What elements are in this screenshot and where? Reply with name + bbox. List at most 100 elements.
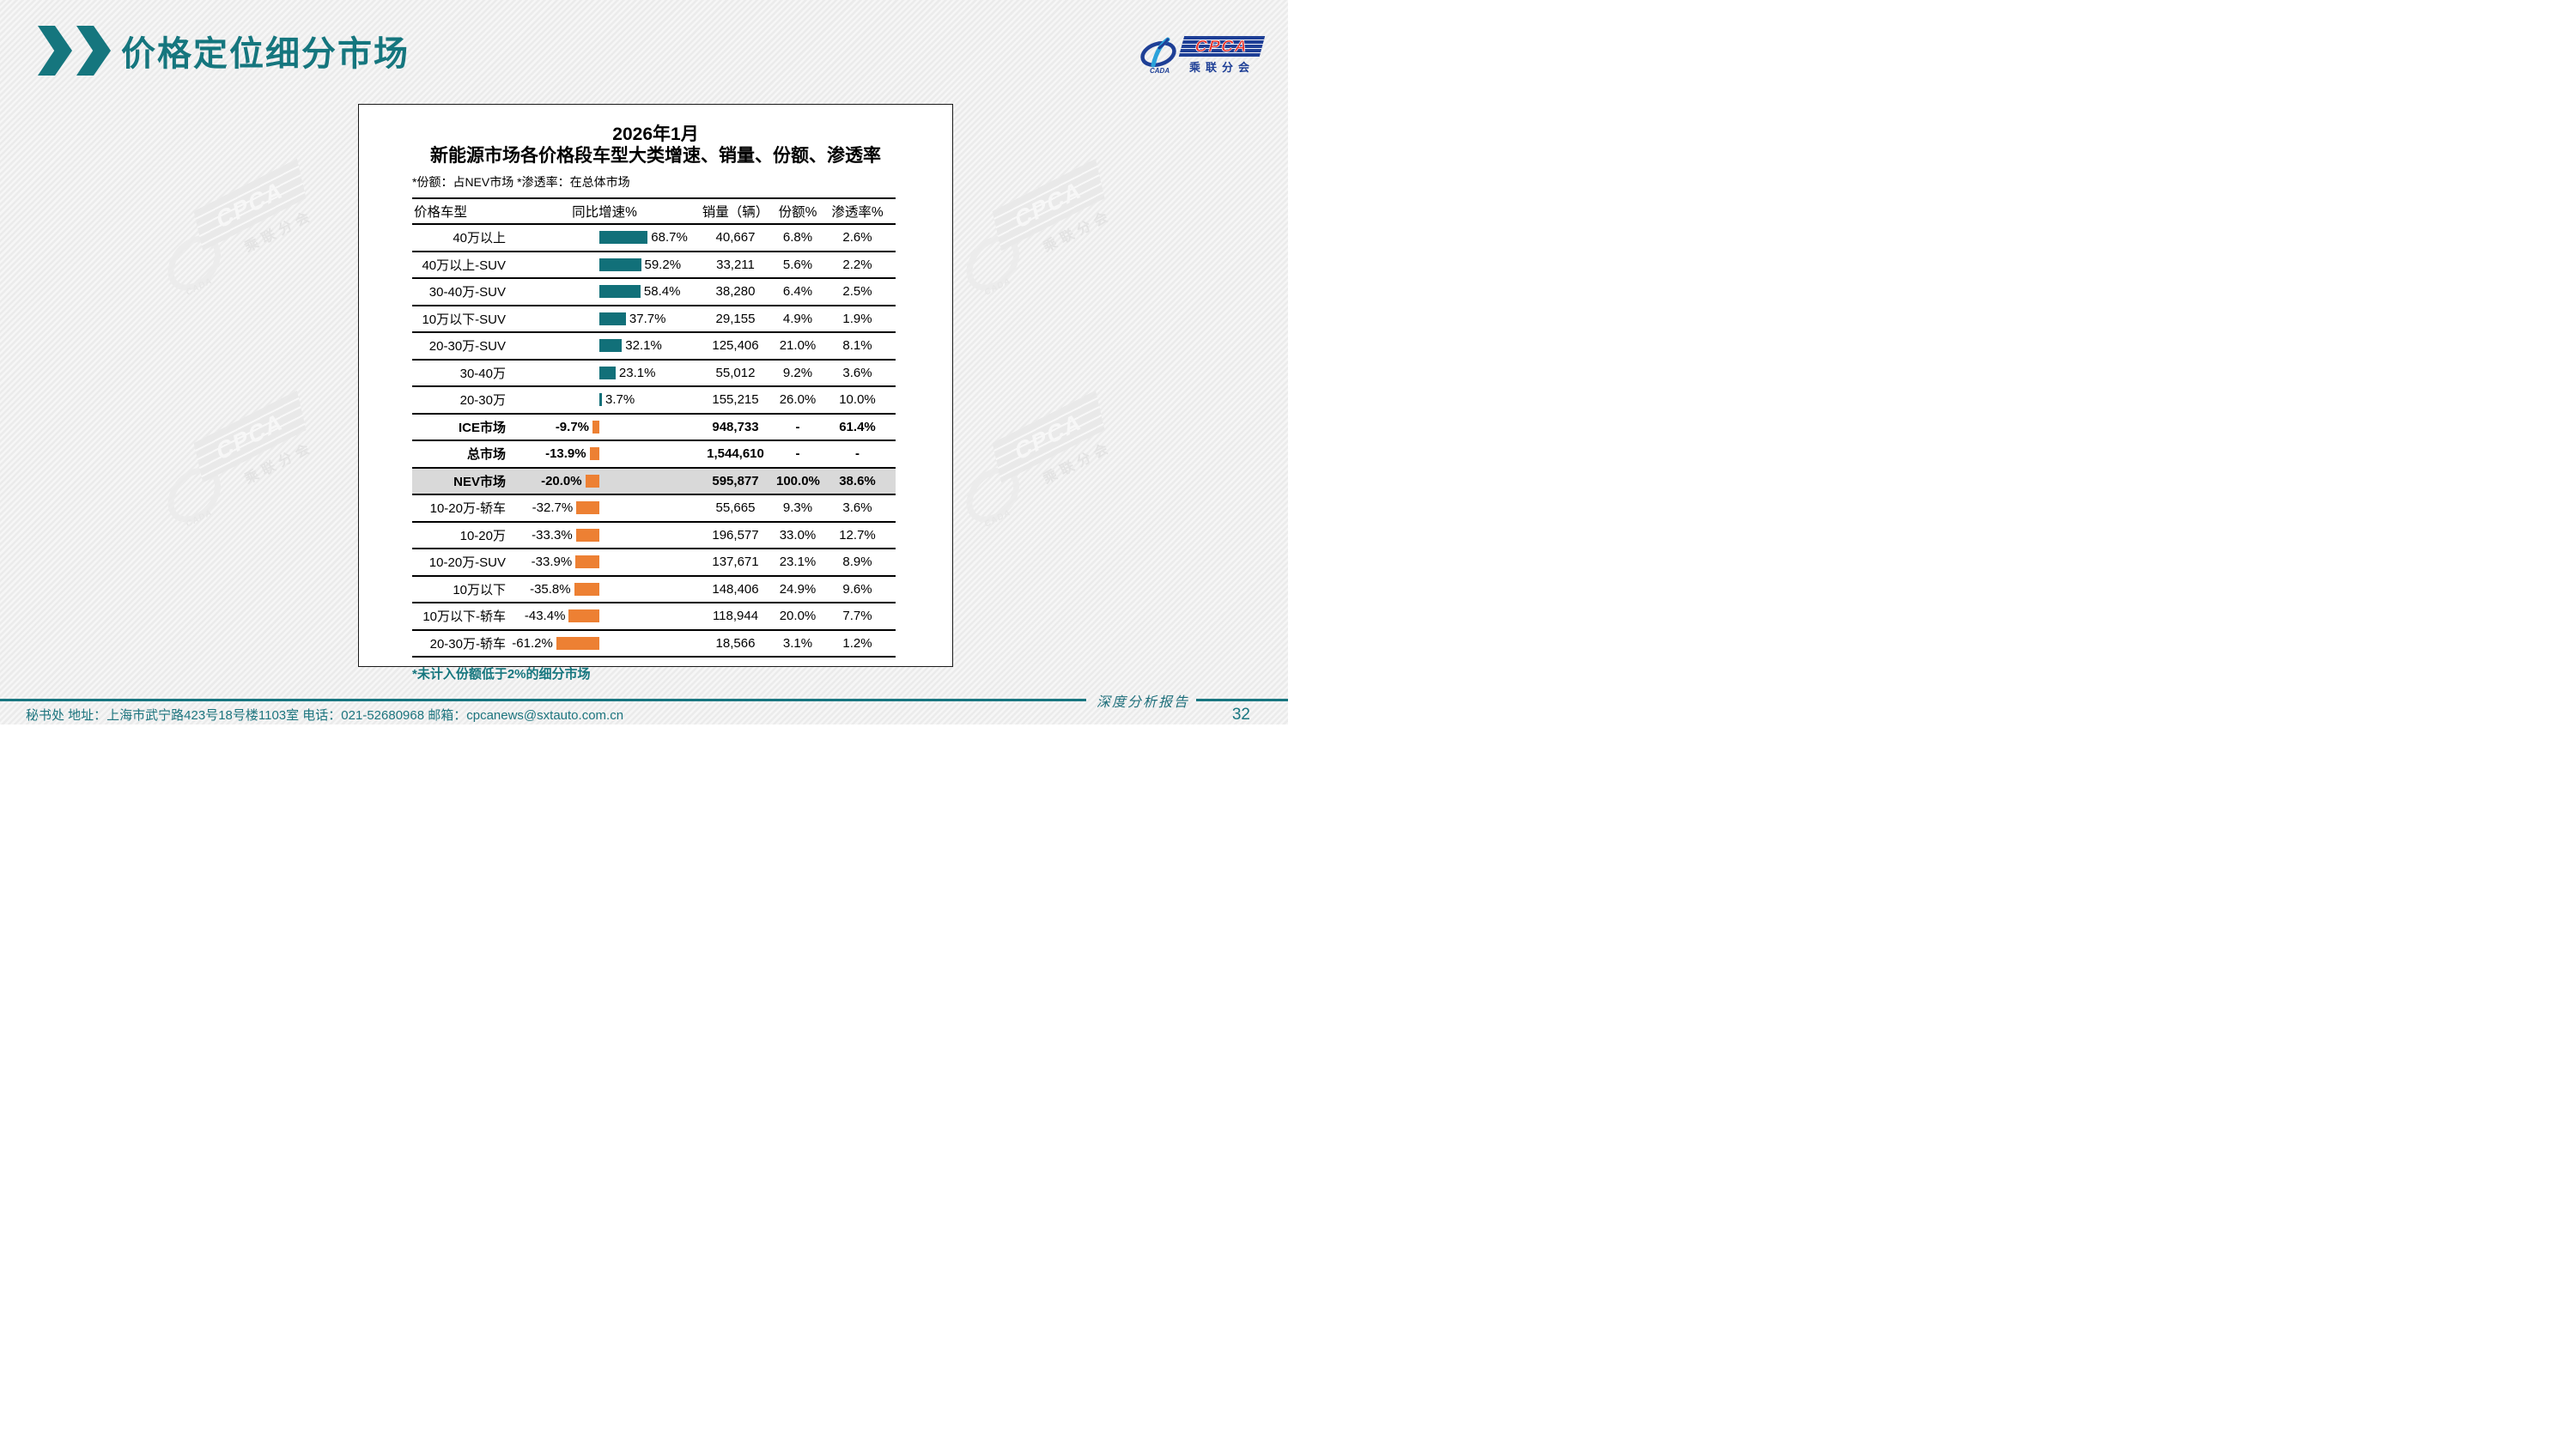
chevron-icon (38, 26, 72, 76)
category-cell: 20-30万-轿车 (429, 636, 506, 652)
table-row: 10-20万-SUV -33.9% 137,671 23.1% 8.9% (412, 548, 896, 575)
penetration-cell: 8.1% (842, 338, 872, 354)
sales-cell: 40,667 (715, 230, 756, 246)
share-cell: 5.6% (782, 257, 813, 272)
page-number: 32 (1231, 706, 1250, 724)
table-row: 总市场 -13.9% 1,544,610 - - (412, 440, 896, 467)
watermark-cada-label: CADA (184, 507, 215, 530)
table-row: 20-30万 3.7% 155,215 26.0% 10.0% (412, 385, 896, 413)
watermark-box: CPCA (992, 390, 1105, 483)
penetration-cell: 10.0% (839, 392, 876, 408)
growth-label: -9.7% (555, 419, 589, 434)
growth-bar (599, 231, 648, 245)
logo-cada-label: CADA (1150, 67, 1170, 75)
footer-report-label: 深度分析报告 (1096, 694, 1189, 710)
page-title: 价格定位细分市场 (121, 35, 410, 73)
cpca-swoosh-icon: CADA (1140, 37, 1176, 75)
penetration-cell: 9.6% (842, 581, 872, 597)
share-cell: 26.0% (779, 392, 817, 408)
category-cell: 20-30万 (459, 393, 506, 409)
share-cell: 24.9% (779, 581, 817, 597)
table-body: 40万以上 68.7% 40,667 6.8% 2.6% 40万以上-SUV 5… (412, 223, 896, 656)
growth-label: 58.4% (643, 284, 681, 300)
growth-cell: 23.1% (514, 366, 695, 380)
share-cell: 33.0% (779, 527, 817, 543)
penetration-cell: 38.6% (839, 473, 876, 488)
slide: 价格定位细分市场 CADA CPCA 乘联分会 CPCA 乘联分会 CADA C… (0, 0, 1288, 724)
penetration-cell: - (855, 446, 860, 462)
table-row: 40万以上-SUV 59.2% 33,211 5.6% 2.2% (412, 250, 896, 278)
growth-label: -33.3% (532, 527, 573, 543)
category-cell: 总市场 (466, 447, 506, 463)
sales-cell: 118,944 (712, 609, 759, 624)
penetration-cell: 2.6% (842, 230, 872, 246)
category-cell: 40万以上 (453, 231, 506, 246)
watermark-subtitle: 乘联分会 (1041, 208, 1115, 256)
growth-bar (575, 528, 599, 542)
table-row: 30-40万-SUV 58.4% 38,280 6.4% 2.5% (412, 277, 896, 305)
table-row: 10-20万-轿车 -32.7% 55,665 9.3% 3.6% (412, 494, 896, 521)
watermark-cada-label: CADA (982, 507, 1013, 530)
growth-bar (576, 501, 599, 515)
growth-cell: 32.1% (514, 338, 695, 353)
logo-cpca-label: CPCA (1193, 37, 1251, 56)
col-header-category: 价格车型 (414, 205, 468, 220)
sales-cell: 125,406 (712, 338, 759, 354)
sales-cell: 155,215 (712, 392, 759, 408)
penetration-cell: 61.4% (839, 419, 876, 434)
penetration-cell: 1.9% (842, 311, 872, 326)
watermark: CPCA 乘联分会 CADA (938, 138, 1157, 335)
col-header-growth: 同比增速% (572, 205, 637, 220)
growth-label: -13.9% (545, 446, 586, 462)
table-row: 30-40万 23.1% 55,012 9.2% 3.6% (412, 358, 896, 386)
category-cell: 10-20万-SUV (428, 555, 506, 571)
share-cell: 9.2% (782, 365, 813, 380)
growth-bar (599, 393, 602, 407)
sales-cell: 196,577 (712, 527, 759, 543)
category-cell: 40万以上-SUV (422, 258, 506, 273)
sales-cell: 55,665 (715, 500, 756, 516)
growth-cell: 68.7% (514, 230, 695, 245)
growth-cell: 37.7% (514, 312, 695, 326)
category-cell: 30-40万 (459, 366, 506, 381)
category-cell: 10-20万-轿车 (429, 501, 506, 517)
growth-cell: -32.7% (514, 500, 695, 515)
share-cell: 4.9% (782, 311, 813, 326)
sales-cell: 29,155 (715, 311, 756, 326)
table-row: 10-20万 -33.3% 196,577 33.0% 12.7% (412, 520, 896, 549)
growth-label: 37.7% (629, 311, 666, 326)
growth-bar (592, 420, 599, 433)
col-header-sales: 销量（辆） (702, 205, 769, 220)
chevron-icon (76, 26, 111, 76)
growth-bar (599, 339, 623, 353)
table-row: 10万以下-轿车 -43.4% 118,944 20.0% 7.7% (412, 602, 896, 629)
penetration-cell: 1.2% (842, 635, 872, 651)
penetration-cell: 2.2% (842, 257, 872, 272)
growth-bar (575, 555, 599, 569)
table-header-row: 价格车型 同比增速% 销量（辆） 份额% 渗透率% (412, 199, 896, 223)
sales-cell: 1,544,610 (707, 446, 764, 462)
growth-cell: 59.2% (514, 258, 695, 272)
table-row: 20-30万-SUV 32.1% 125,406 21.0% 8.1% (412, 331, 896, 359)
chart-footnote: *未计入份额低于2%的细分市场 (412, 667, 591, 682)
growth-bar (599, 312, 626, 325)
logo-subtitle: 乘联分会 (1188, 61, 1255, 74)
sales-cell: 38,280 (715, 284, 756, 300)
watermark-ellipse-icon (157, 457, 232, 533)
category-cell: 10万以下-SUV (422, 312, 506, 327)
penetration-cell: 12.7% (839, 527, 876, 543)
growth-label: -32.7% (532, 500, 574, 516)
chart-title-line1: 2026年1月 (612, 124, 699, 144)
watermark-box: CPCA (992, 158, 1105, 252)
chart-panel: 2026年1月 新能源市场各价格段车型大类增速、销量、份额、渗透率 *份额：占N… (358, 104, 953, 682)
growth-label: -33.9% (531, 555, 573, 570)
watermark-ellipse-icon (956, 225, 1030, 301)
growth-cell: -43.4% (514, 609, 695, 623)
watermark-cpca-label: CPCA (1012, 406, 1084, 466)
sales-cell: 18,566 (715, 635, 756, 651)
watermark-box: CPCA (193, 158, 307, 252)
growth-label: 59.2% (644, 257, 682, 272)
sales-cell: 948,733 (712, 419, 759, 434)
growth-cell: 58.4% (514, 284, 695, 299)
watermark-cpca-label: CPCA (1012, 174, 1084, 234)
